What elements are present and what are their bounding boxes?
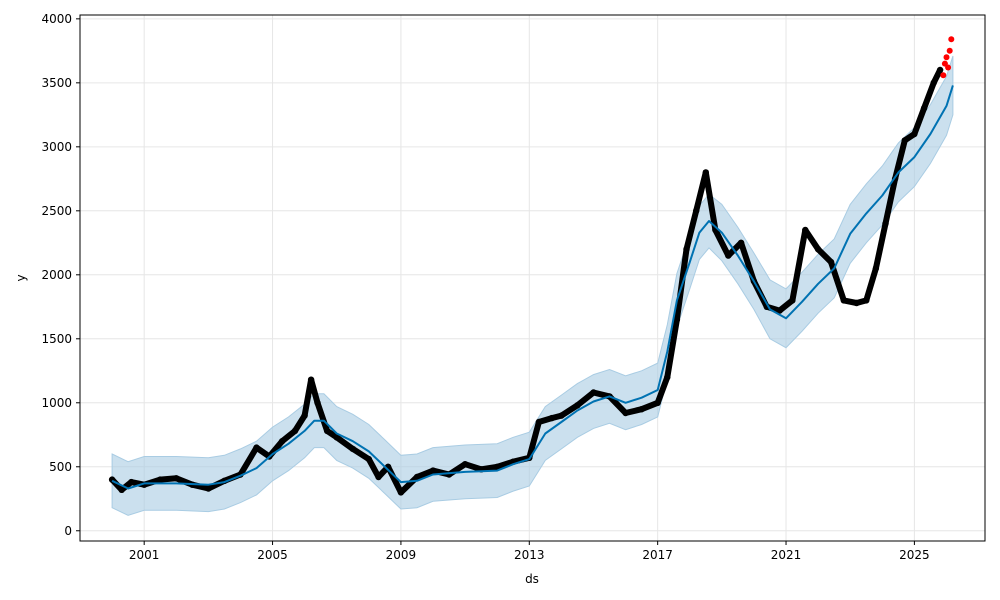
x-axis-label: ds: [525, 572, 539, 586]
y-tick-label: 1500: [41, 332, 72, 346]
observed-point: [128, 478, 135, 486]
observed-point: [157, 476, 164, 483]
recent-point: [946, 47, 953, 54]
observed-point: [673, 316, 681, 323]
observed-point: [654, 399, 661, 406]
plot-frame: [79, 14, 986, 542]
x-tick-label: 2009: [386, 548, 417, 562]
uncertainty-band-layer: [111, 55, 954, 516]
observed-point: [118, 486, 125, 493]
y-tick-label: 3500: [41, 76, 72, 90]
x-tick-label: 2005: [257, 548, 288, 562]
observed-point: [930, 79, 937, 87]
observed-point: [863, 297, 870, 304]
observed-point: [548, 414, 555, 422]
observed-point: [307, 376, 315, 383]
x-tick-label: 2013: [514, 548, 545, 562]
observed-point: [279, 438, 286, 445]
observed-point: [776, 307, 783, 314]
observed-point: [253, 444, 260, 451]
observed-point: [173, 475, 180, 482]
recent-point: [943, 54, 950, 61]
axes-layer: [79, 14, 986, 542]
observed-point: [827, 258, 835, 266]
observed-point: [936, 66, 944, 74]
observed-point: [737, 239, 745, 246]
forecast-line: [111, 85, 954, 490]
x-tick-label: 2017: [642, 548, 673, 562]
y-tick-label: 2000: [41, 268, 72, 282]
recent-point: [948, 36, 955, 43]
observed-point: [590, 389, 597, 396]
observed-point: [911, 130, 918, 138]
observed-point: [840, 297, 847, 304]
observed-point: [872, 265, 880, 272]
x-tick-label: 2001: [129, 548, 160, 562]
observed-point: [920, 105, 928, 112]
observed-point: [693, 207, 700, 214]
y-tick-label: 500: [49, 460, 72, 474]
uncertainty-band: [111, 55, 954, 516]
observed-point: [558, 412, 565, 419]
recent-point: [940, 72, 947, 79]
recent-points-layer: [940, 36, 955, 79]
observed-point: [349, 445, 356, 453]
observed-point: [683, 246, 690, 253]
observed-point: [574, 402, 581, 409]
observed-point: [365, 455, 372, 463]
observed-point: [638, 406, 645, 413]
y-tick-label: 0: [64, 524, 72, 538]
y-axis-label: y: [14, 274, 28, 281]
forecast-line-layer: [111, 85, 954, 490]
observed-point: [375, 473, 382, 481]
observed-point: [901, 137, 908, 144]
observed-point: [429, 467, 437, 474]
x-tick-label: 2025: [899, 548, 930, 562]
y-tick-label: 4000: [41, 12, 72, 26]
y-tick-label: 2500: [41, 204, 72, 218]
observed-point: [622, 409, 629, 417]
observed-point: [291, 427, 299, 435]
observed-point: [323, 427, 331, 435]
observed-point: [461, 461, 469, 468]
observed-point: [802, 226, 809, 234]
x-tick-label: 2021: [771, 548, 802, 562]
y-tick-label: 1000: [41, 396, 72, 410]
ticks-layer: 2001 2005 2009 2013 2017 2021 2025 0 500 1000 1500…: [41, 12, 929, 562]
recent-point: [945, 64, 952, 71]
y-tick-label: 3000: [41, 140, 72, 154]
observed-point: [853, 299, 860, 307]
observed-point: [333, 434, 340, 441]
observed-point: [789, 297, 796, 304]
observed-point: [725, 252, 732, 259]
observed-point: [702, 169, 709, 176]
observed-point: [397, 489, 405, 496]
observed-point: [814, 246, 822, 253]
observed-point: [205, 485, 212, 492]
observed-point: [664, 374, 671, 381]
observed-point: [494, 463, 501, 470]
observed-point: [413, 473, 421, 481]
grid-layer: [80, 15, 985, 541]
observed-point: [535, 418, 543, 426]
observed-point: [882, 220, 889, 227]
observed-point: [314, 399, 321, 406]
observed-point: [301, 412, 308, 419]
